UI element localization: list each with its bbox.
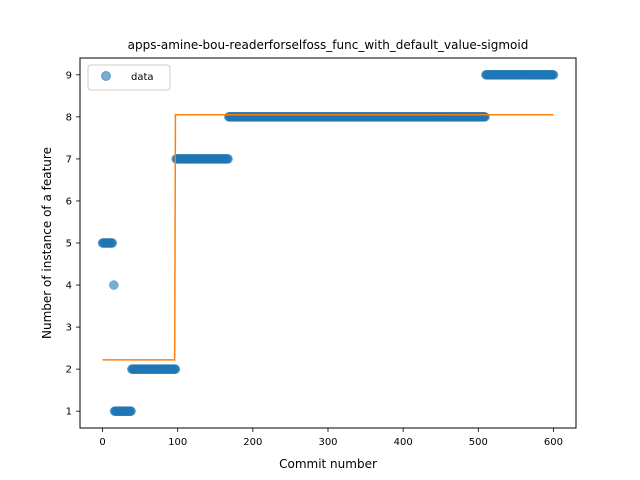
data-point <box>480 112 490 122</box>
data-point <box>170 364 181 374</box>
data-point <box>126 406 136 416</box>
y-tick-label: 6 <box>66 196 72 207</box>
y-axis-label: Number of instance of a feature <box>40 147 54 339</box>
x-axis-label: Commit number <box>279 457 377 471</box>
legend-label-data: data <box>131 72 154 83</box>
y-tick-label: 5 <box>66 239 72 250</box>
data-point <box>109 280 119 290</box>
legend: data <box>87 64 171 91</box>
y-axis: 1 2 3 4 5 6 7 8 9 <box>66 70 80 418</box>
x-tick-label: 600 <box>544 437 563 448</box>
y-tick-label: 9 <box>66 70 72 81</box>
y-tick-label: 7 <box>66 154 72 165</box>
data-point <box>107 238 118 248</box>
x-tick-label: 200 <box>243 437 262 448</box>
chart-title: apps-amine-bou-readerforselfoss_func_wit… <box>128 38 529 52</box>
legend-marker-data <box>101 71 111 81</box>
legend-frame <box>87 64 171 91</box>
y-tick-label: 8 <box>66 112 72 123</box>
y-tick-label: 4 <box>66 281 72 292</box>
y-tick-label: 1 <box>66 407 72 418</box>
x-tick-label: 400 <box>394 437 413 448</box>
plot-area <box>97 70 559 416</box>
data-point <box>548 70 559 80</box>
x-tick-label: 0 <box>99 437 105 448</box>
x-tick-label: 500 <box>469 437 488 448</box>
x-tick-label: 100 <box>168 437 187 448</box>
x-axis: 0 100 200 300 400 500 600 <box>99 428 563 448</box>
x-tick-label: 300 <box>318 437 337 448</box>
y-tick-label: 3 <box>66 323 72 334</box>
sigmoid-fit-line <box>102 114 554 361</box>
data-point <box>223 154 233 164</box>
y-tick-label: 2 <box>66 365 72 376</box>
